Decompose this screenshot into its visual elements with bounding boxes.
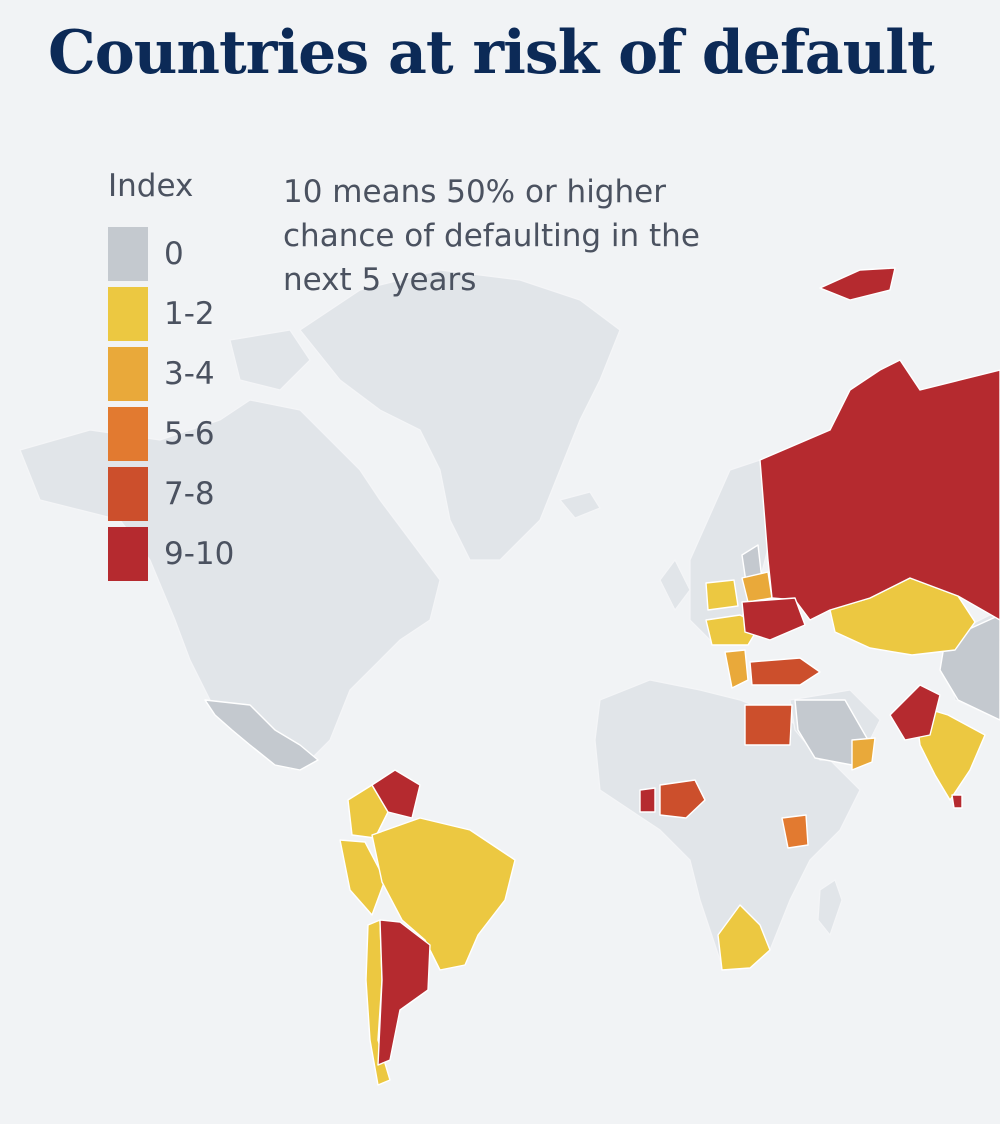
country-russia [759,359,1000,621]
land-madagascar [817,879,843,937]
legend-item: 9-10 [108,524,234,584]
legend-item: 3-4 [108,344,234,404]
land-greenland [299,269,621,561]
country-pakistan [889,684,941,741]
legend-swatch [108,407,148,461]
country-greece [724,649,749,689]
country-poland [705,579,739,611]
legend-item: 0 [108,224,234,284]
country-shapes [204,267,1000,1086]
legend-label: 9-10 [164,536,235,572]
legend-item: 5-6 [108,404,234,464]
legend-label: 7-8 [164,476,215,512]
country-india [914,704,986,801]
map-legend: Index 0 1-2 3-4 5-6 7-8 9-10 [108,168,234,584]
country-brazil [371,817,516,971]
page-title: Countries at risk of default [48,18,935,88]
country-venezuela [371,769,421,819]
legend-swatch [108,527,148,581]
country-novaya-zemlya [819,267,896,301]
land-iceland [558,491,601,519]
legend-note: 10 means 50% or higher chance of default… [283,174,700,298]
country-peru [339,839,386,916]
country-oman [851,737,876,771]
country-south-africa [717,904,771,971]
country-turkey [749,657,821,686]
legend-label: 0 [164,236,184,272]
legend-swatch [108,287,148,341]
land-uk [659,558,691,612]
country-mexico [204,699,319,771]
legend-label: 1-2 [164,296,215,332]
country-belarus [741,571,773,603]
legend-item: 1-2 [108,284,234,344]
land-canada-islands [229,329,311,391]
country-argentina [377,919,431,1066]
legend-label: 3-4 [164,356,215,392]
country-kenya [781,814,809,849]
country-ghana [639,787,656,813]
country-sri-lanka [951,794,963,809]
country-ukraine [741,597,806,641]
legend-swatch [108,227,148,281]
country-colombia [347,784,389,839]
legend-swatch [108,347,148,401]
land-africa [594,679,861,971]
country-nigeria [659,779,706,819]
legend-swatch [108,467,148,521]
legend-title: Index [108,168,194,204]
legend-label: 5-6 [164,416,215,452]
legend-item: 7-8 [108,464,234,524]
country-egypt [744,704,793,746]
